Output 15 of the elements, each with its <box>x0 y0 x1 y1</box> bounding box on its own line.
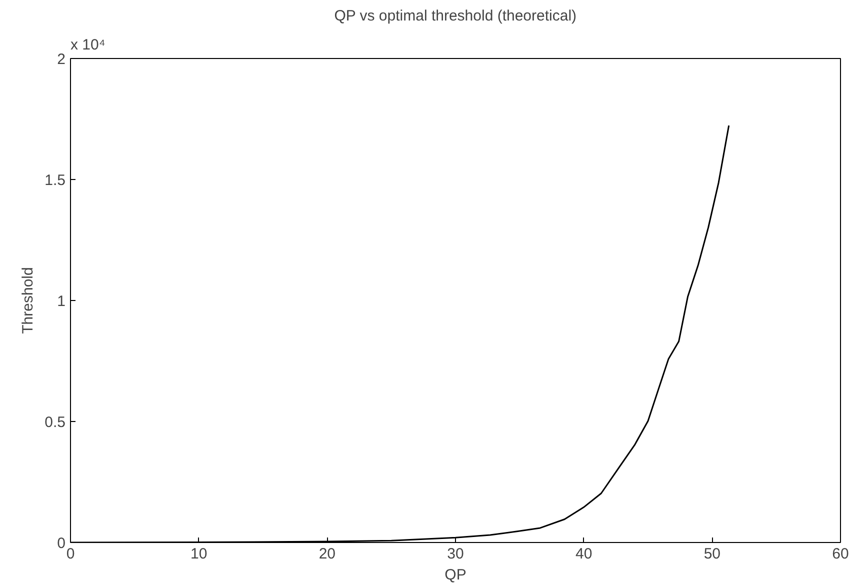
y-tick-label: 1.5 <box>44 172 66 189</box>
x-tick-label: 30 <box>447 546 464 562</box>
y-tick-label: 1 <box>57 293 66 310</box>
y-tick-label: 0.5 <box>44 414 66 431</box>
x-tick-label: 40 <box>575 546 592 562</box>
chart-title: QP vs optimal threshold (theoretical) <box>334 8 577 24</box>
x-tick-label: 50 <box>704 546 721 562</box>
text: x 10⁴ <box>70 36 106 54</box>
y-tick-label: 2 <box>57 51 66 68</box>
x-tick-label: 10 <box>190 546 208 562</box>
x-tick-label: 60 <box>832 546 849 562</box>
x-axis-title: QP <box>444 566 466 584</box>
y-tick-label: 0 <box>57 535 66 552</box>
x-tick-label: 20 <box>318 546 336 562</box>
y-axis-title: Threshold <box>20 267 37 334</box>
